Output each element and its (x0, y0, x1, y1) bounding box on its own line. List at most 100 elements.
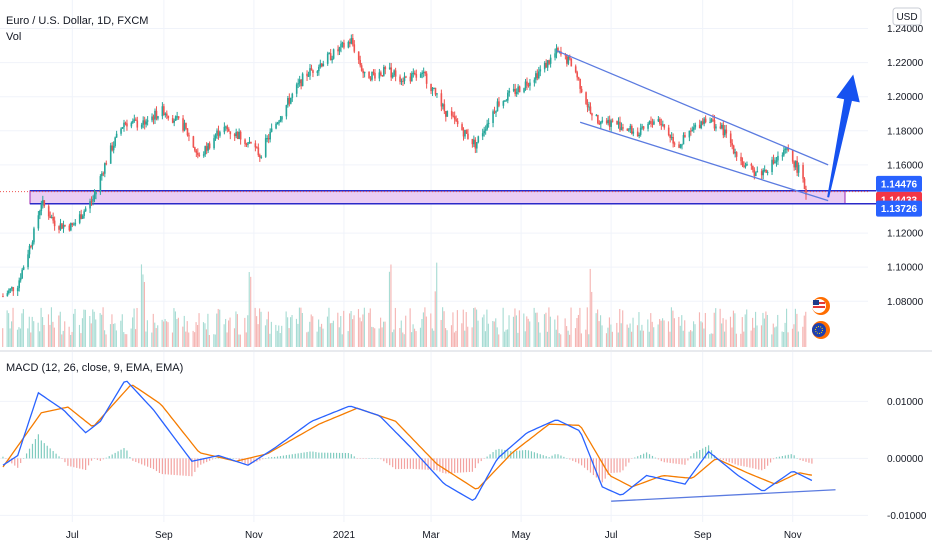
volume-bar (123, 332, 125, 347)
candle-body (78, 214, 81, 223)
macd-hist-bar (601, 458, 603, 483)
macd-hist-bar (578, 458, 580, 464)
volume-bar (775, 326, 777, 347)
macd-hist-bar (622, 458, 624, 471)
volume-bar (639, 330, 641, 347)
candle-body (130, 122, 133, 127)
channel-lower-line[interactable] (579, 121, 829, 202)
volume-bar (53, 327, 55, 347)
candle-body (608, 119, 611, 127)
candle-body (756, 171, 759, 173)
candle-body (455, 119, 457, 121)
volume-label[interactable]: Vol (6, 31, 21, 43)
macd-hist-bar (702, 448, 704, 459)
volume-bar (805, 311, 807, 347)
candle-body (688, 130, 691, 138)
macd-hist-bar (120, 449, 122, 459)
symbol-title[interactable]: Euro / U.S. Dollar, 1D, FXCM (6, 15, 148, 27)
candle-body (446, 110, 449, 117)
volume-bar (176, 319, 178, 347)
macd-hist-bar (406, 458, 409, 469)
macd-hist-bar (519, 450, 521, 459)
volume-bar (399, 328, 401, 347)
macd-hist-bar (176, 458, 178, 476)
volume-bar (391, 332, 393, 347)
candle-body (545, 62, 548, 68)
candle-body (319, 63, 322, 67)
candle-body (617, 121, 620, 125)
macd-axis[interactable]: 0.01000 0.00000 -0.01000 (887, 397, 927, 522)
price-grid (0, 0, 868, 522)
candle-body (288, 98, 291, 104)
candle-body (171, 118, 174, 123)
macd-hist-bar (197, 458, 199, 468)
candle-body (746, 163, 748, 166)
volume-bar (90, 323, 92, 347)
candle-body (484, 129, 487, 131)
candle-body (70, 223, 72, 231)
candle-body (374, 72, 376, 79)
candle-body (678, 144, 680, 148)
economic-events[interactable] (812, 297, 830, 339)
candle-body (204, 146, 207, 155)
macd-hist-bar (318, 452, 320, 459)
candle-body (505, 100, 508, 102)
channel-upper-line[interactable] (556, 50, 829, 166)
candle-body (777, 155, 779, 161)
macd-hist-bar (14, 458, 16, 466)
candle-body (430, 83, 432, 92)
currency-button[interactable]: USD (892, 7, 922, 26)
volume-bar (461, 323, 463, 347)
macd-trendline[interactable] (611, 489, 836, 502)
volume-bar (254, 307, 256, 347)
volume-bar (465, 312, 467, 347)
volume-bar (394, 307, 396, 347)
candle-body (101, 173, 103, 177)
time-axis[interactable]: Jul Sep Nov 2021 Mar May Jul Sep Nov (66, 530, 802, 541)
volume-bar (673, 318, 675, 347)
candle-body (59, 223, 62, 230)
candle-body (219, 132, 221, 136)
candle-body (90, 201, 93, 203)
volume-bar (177, 317, 179, 347)
candle-body (208, 143, 211, 149)
macd-hist-bar (25, 453, 28, 459)
volume-bar (536, 312, 538, 347)
macd-hist-bar (775, 457, 778, 459)
volume-bar (771, 334, 773, 347)
volume-bar (752, 317, 754, 347)
macd-hist-bar (769, 458, 772, 463)
volume-bar (331, 322, 333, 347)
candle-body (28, 245, 31, 255)
candle-body (384, 67, 387, 70)
candle-body (601, 120, 604, 122)
candle-body (256, 147, 258, 149)
candle-body (363, 71, 366, 74)
macd-hist-bar (67, 458, 69, 466)
macd-hist-bar (350, 454, 352, 459)
volume-bar (58, 315, 60, 347)
volume-bar (422, 312, 424, 347)
volume-bar (142, 274, 144, 347)
macd-hist-bar (725, 458, 727, 462)
volume-bar (328, 307, 330, 347)
time-tick-label: Sep (694, 530, 712, 541)
volume-bar (213, 334, 215, 347)
projection-arrow[interactable] (827, 74, 860, 198)
volume-bar (287, 317, 289, 347)
price-axis[interactable]: 1.24000 1.22000 1.20000 1.18000 1.16000 1.120… (887, 24, 924, 308)
candle-body (152, 116, 155, 120)
volume-bar (415, 331, 417, 347)
macd-hist-bar (40, 440, 42, 459)
candle-body (390, 67, 393, 78)
macd-label[interactable]: MACD (12, 26, close, 9, EMA, EMA) (6, 362, 183, 374)
candle-body (713, 120, 716, 129)
macd-hist-bar (235, 458, 237, 459)
support-zone[interactable] (29, 190, 846, 205)
candle-body (102, 173, 105, 175)
candle-body (362, 70, 364, 74)
macd-hist-bar (315, 452, 317, 459)
volume-bar (678, 316, 680, 347)
volume-bar (405, 315, 407, 347)
candle-body (725, 129, 728, 134)
